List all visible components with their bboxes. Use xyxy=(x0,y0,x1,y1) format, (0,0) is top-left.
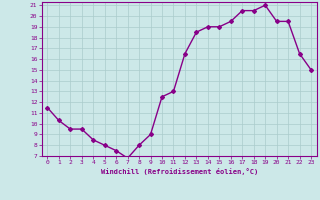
X-axis label: Windchill (Refroidissement éolien,°C): Windchill (Refroidissement éolien,°C) xyxy=(100,168,258,175)
